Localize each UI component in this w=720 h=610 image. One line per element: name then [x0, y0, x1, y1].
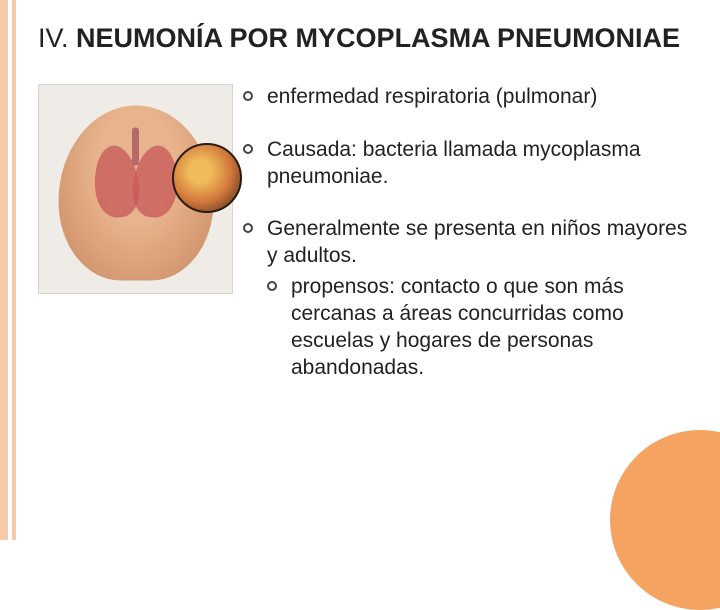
trachea-shape: [132, 127, 139, 165]
bullet-text: Generalmente se presenta en niños mayore…: [267, 217, 687, 267]
bullet-icon: [243, 91, 253, 101]
bullet-icon: [243, 144, 253, 154]
list-item: Generalmente se presenta en niños mayore…: [243, 216, 690, 381]
bullet-text-group: Generalmente se presenta en niños mayore…: [267, 216, 690, 381]
main-row: enfermedad respiratoria (pulmonar) Causa…: [38, 84, 690, 382]
bullet-icon: [267, 281, 277, 291]
title-bold: NEUMONÍA POR MYCOPLASMA PNEUMONIAE: [76, 23, 680, 53]
bacteria-inset: [172, 143, 242, 213]
list-item: Causada: bacteria llamada mycoplasma pne…: [243, 137, 690, 191]
bullet-text: Causada: bacteria llamada mycoplasma pne…: [267, 137, 690, 191]
illustration-box: [38, 84, 233, 294]
slide-content: IV. NEUMONÍA POR MYCOPLASMA PNEUMONIAE e…: [38, 22, 690, 382]
bullet-text: enfermedad respiratoria (pulmonar): [267, 84, 690, 111]
corner-decoration: [610, 430, 720, 610]
title-roman: IV.: [38, 23, 76, 53]
bullet-icon: [243, 223, 253, 233]
sub-bullet-text: propensos: contacto o que son más cercan…: [291, 274, 690, 382]
left-stripe-outer: [0, 0, 8, 540]
bullet-list: enfermedad respiratoria (pulmonar) Causa…: [243, 84, 690, 382]
left-stripe-inner: [12, 0, 16, 540]
sub-list-item: propensos: contacto o que son más cercan…: [267, 274, 690, 382]
slide-title: IV. NEUMONÍA POR MYCOPLASMA PNEUMONIAE: [38, 22, 690, 56]
list-item: enfermedad respiratoria (pulmonar): [243, 84, 690, 111]
